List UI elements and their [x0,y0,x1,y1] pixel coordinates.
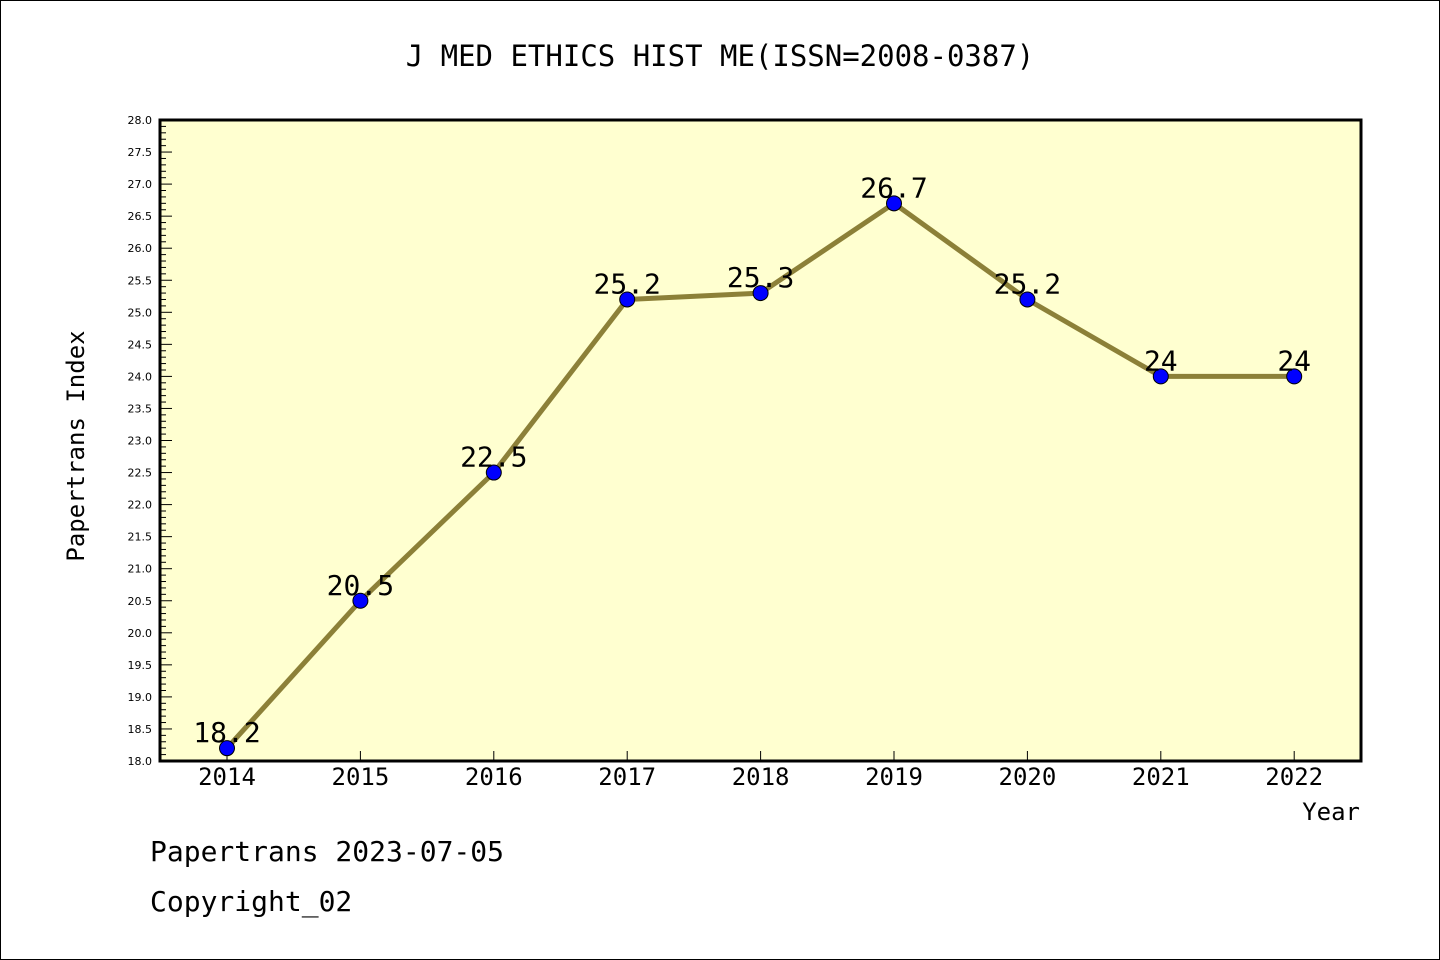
y-tick-label: 24.5 [128,338,153,351]
data-point [219,740,235,757]
x-tick-label: 2022 [1265,763,1323,791]
y-tick-label: 20.5 [128,595,153,608]
x-tick-label: 2014 [198,763,256,791]
plot-border [158,118,1363,763]
y-tick-label: 28.0 [128,114,153,127]
data-point [1019,291,1036,308]
y-tick-label: 18.5 [128,723,153,736]
data-label: 25.2 [593,267,660,300]
y-tick-label: 21.0 [128,563,153,576]
data-label: 25.2 [994,267,1061,300]
y-tick-label: 26.0 [128,242,153,255]
footer-date: Papertrans 2023-07-05 [150,835,505,868]
y-tick-label: 25.0 [128,306,153,319]
data-label: 18.2 [193,716,260,749]
y-tick-label: 19.5 [128,659,153,672]
x-tick-label: 2015 [332,763,390,791]
data-label: 26.7 [860,171,927,204]
data-point [619,291,636,308]
y-tick-label: 22.0 [128,499,153,512]
chart-title: J MED ETHICS HIST ME(ISSN=2008-0387) [406,39,1035,73]
data-point [352,592,369,609]
data-point [1152,368,1169,385]
y-tick-label: 25.5 [128,274,153,287]
x-tick-label: 2018 [732,763,790,791]
data-point [1286,368,1303,385]
x-tick-label: 2021 [1132,763,1190,791]
data-point [752,285,769,302]
y-tick-label: 19.0 [128,691,153,704]
data-label: 22.5 [460,441,527,474]
data-label: 24 [1277,344,1311,377]
plot-area [160,120,1361,761]
data-point [485,464,502,481]
y-tick-label: 18.0 [128,755,153,768]
y-tick-label: 23.0 [128,435,153,448]
footer-copyright: Copyright_02 [150,885,353,918]
y-tick-label: 21.5 [128,531,153,544]
y-tick-label: 22.5 [128,467,153,480]
data-label: 25.3 [727,261,794,294]
x-tick-label: 2017 [598,763,656,791]
x-tick-label: 2020 [999,763,1057,791]
y-tick-label: 24.0 [128,370,153,383]
x-tick-label: 2019 [865,763,923,791]
x-tick-label: 2016 [465,763,523,791]
y-tick-label: 26.5 [128,210,153,223]
y-tick-label: 20.0 [128,627,153,640]
data-point [886,195,902,212]
y-axis-label: Papertrans Index [62,330,90,561]
y-tick-label: 27.5 [128,146,153,159]
data-label: 20.5 [327,569,394,602]
y-tick-label: 23.5 [128,402,153,415]
data-label: 24 [1144,344,1178,377]
x-axis-label: Year [1302,798,1360,826]
y-tick-label: 27.0 [128,178,153,191]
